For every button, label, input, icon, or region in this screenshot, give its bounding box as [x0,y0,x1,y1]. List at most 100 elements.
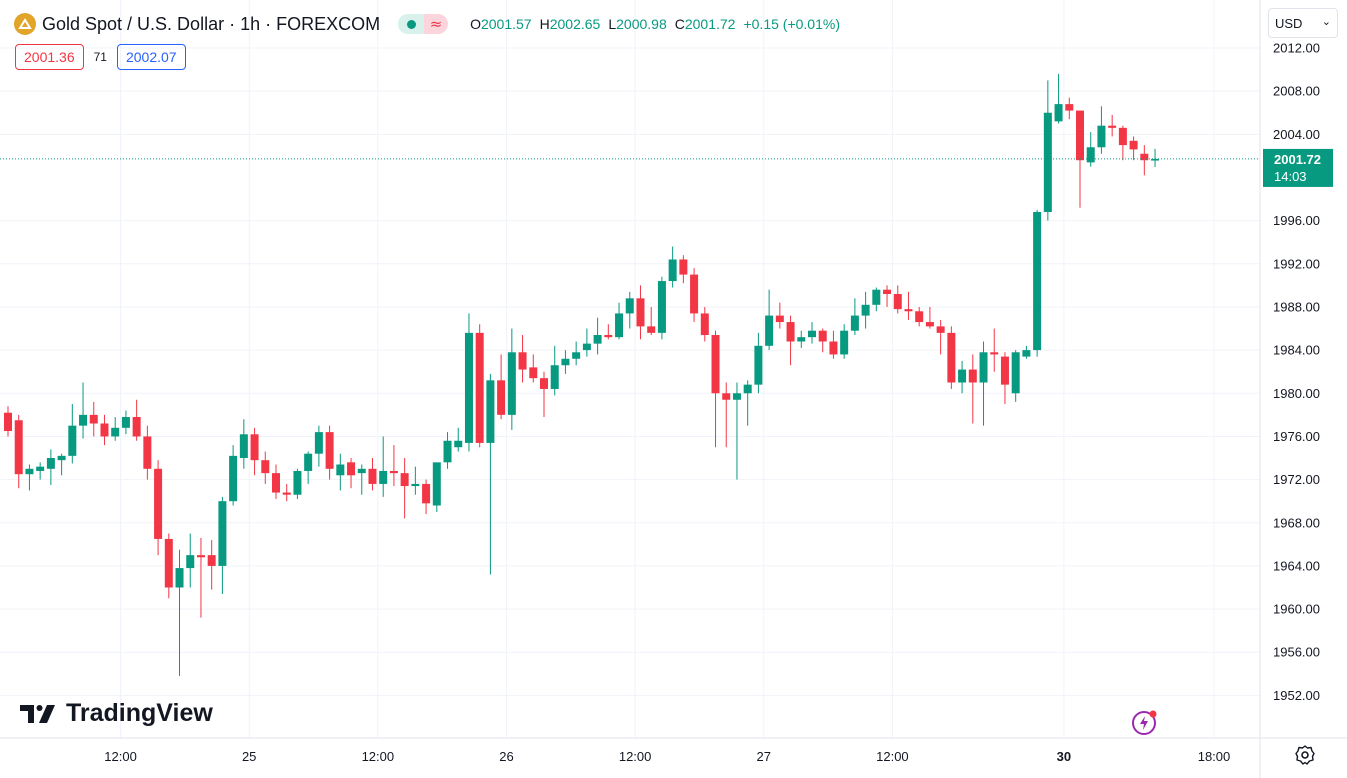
price-axis[interactable]: 2012.00 2008.00 2004.00 1996.00 1992.00 1988.… [1259,0,1320,778]
price-tick-label: 2008.00 [1273,84,1320,99]
candle [454,427,463,452]
candle-body [615,313,624,338]
candle [100,414,109,446]
candle-body [604,335,613,338]
candle [518,335,527,383]
candle [379,436,388,497]
candle [647,306,656,336]
candle [261,451,270,484]
time-tick-label: 12:00 [876,749,909,764]
candle-body [561,358,570,366]
candle [196,537,205,618]
low-label: L [608,16,617,32]
candle [915,306,924,327]
candle [625,291,634,329]
candle [304,451,313,484]
candle-body [958,369,967,383]
candle [389,445,398,487]
candle-body [679,259,688,275]
time-tick-label: 30 [1057,749,1071,764]
candle [529,354,538,383]
close-value: 2001.72 [684,16,736,32]
currency-select[interactable]: USD ⌄ [1268,8,1338,38]
time-tick-label: 12:00 [362,749,395,764]
candle [786,315,795,366]
candle-body [68,425,77,456]
candle-body [411,483,420,487]
candle [1011,350,1020,402]
candle-body [872,289,881,305]
candle-body [443,440,452,463]
candle [700,306,709,342]
sell-button[interactable]: 2001.36 [15,44,84,70]
candle [357,464,366,495]
candle [561,350,570,374]
candle-body [572,352,581,359]
candle-body [1054,104,1063,122]
currency-value: USD [1275,15,1303,31]
candle-body [422,483,431,504]
tradingview-logo[interactable]: TradingView [20,699,213,728]
candle [486,373,495,575]
candle [636,285,645,340]
candle-body [915,311,924,323]
candle [121,410,130,435]
time-axis[interactable]: 12:00 25 12:00 26 12:00 27 12:00 30 18:00 [0,737,1347,764]
candle-body [250,434,259,461]
time-tick-label: 12:00 [104,749,137,764]
tradingview-mark-icon [20,704,55,723]
gold-coin-icon [14,13,36,35]
candle [808,322,816,344]
market-status[interactable]: ≈ [398,14,449,34]
candle-body [1140,153,1149,161]
candle-body [164,538,173,588]
candle [164,533,173,599]
price-tick-label: 1960.00 [1273,602,1320,617]
candle [604,324,613,340]
price-tick-label: 1968.00 [1273,515,1320,530]
lightning-icon[interactable] [1131,708,1159,736]
candle-body [36,466,45,471]
candle-body [507,352,516,415]
candle-body [304,453,313,471]
candle [850,298,859,336]
symbol-title[interactable]: Gold Spot / U.S. Dollar · 1h · FOREXCOM [42,13,381,34]
price-tick-label: 1980.00 [1273,386,1320,401]
candle-body [79,414,88,426]
candle [154,460,163,556]
candle-body [486,380,495,443]
buy-button[interactable]: 2002.07 [116,44,186,70]
price-tick-label: 1956.00 [1273,645,1320,660]
candle [1065,97,1074,120]
candle-body [186,555,195,569]
price-tick-label: 1976.00 [1273,429,1320,444]
candle-body [46,458,55,469]
time-tick-label: 27 [757,749,771,764]
candle [497,354,506,420]
candle-body [1129,140,1138,150]
candle [464,313,473,452]
candle-body [475,332,484,443]
candle [711,330,720,448]
candle [550,345,559,396]
gear-icon[interactable] [1294,744,1316,766]
candle-series [4,73,1160,676]
candle-body [690,274,699,314]
candle [690,268,699,323]
candle-body [1065,104,1074,111]
candle-body [893,294,902,310]
candle-body [582,343,591,351]
candle [36,462,45,480]
candle-body [132,417,141,437]
candle-body [1011,352,1020,394]
price-tick-label: 1952.00 [1273,688,1320,703]
candle [883,285,892,307]
candle [239,419,248,469]
candle [347,458,356,489]
candle-body [722,393,731,400]
candle-body [625,298,634,314]
last-price-value: 2001.72 [1274,152,1321,167]
candle-body [314,432,323,454]
candle-body [207,555,216,566]
